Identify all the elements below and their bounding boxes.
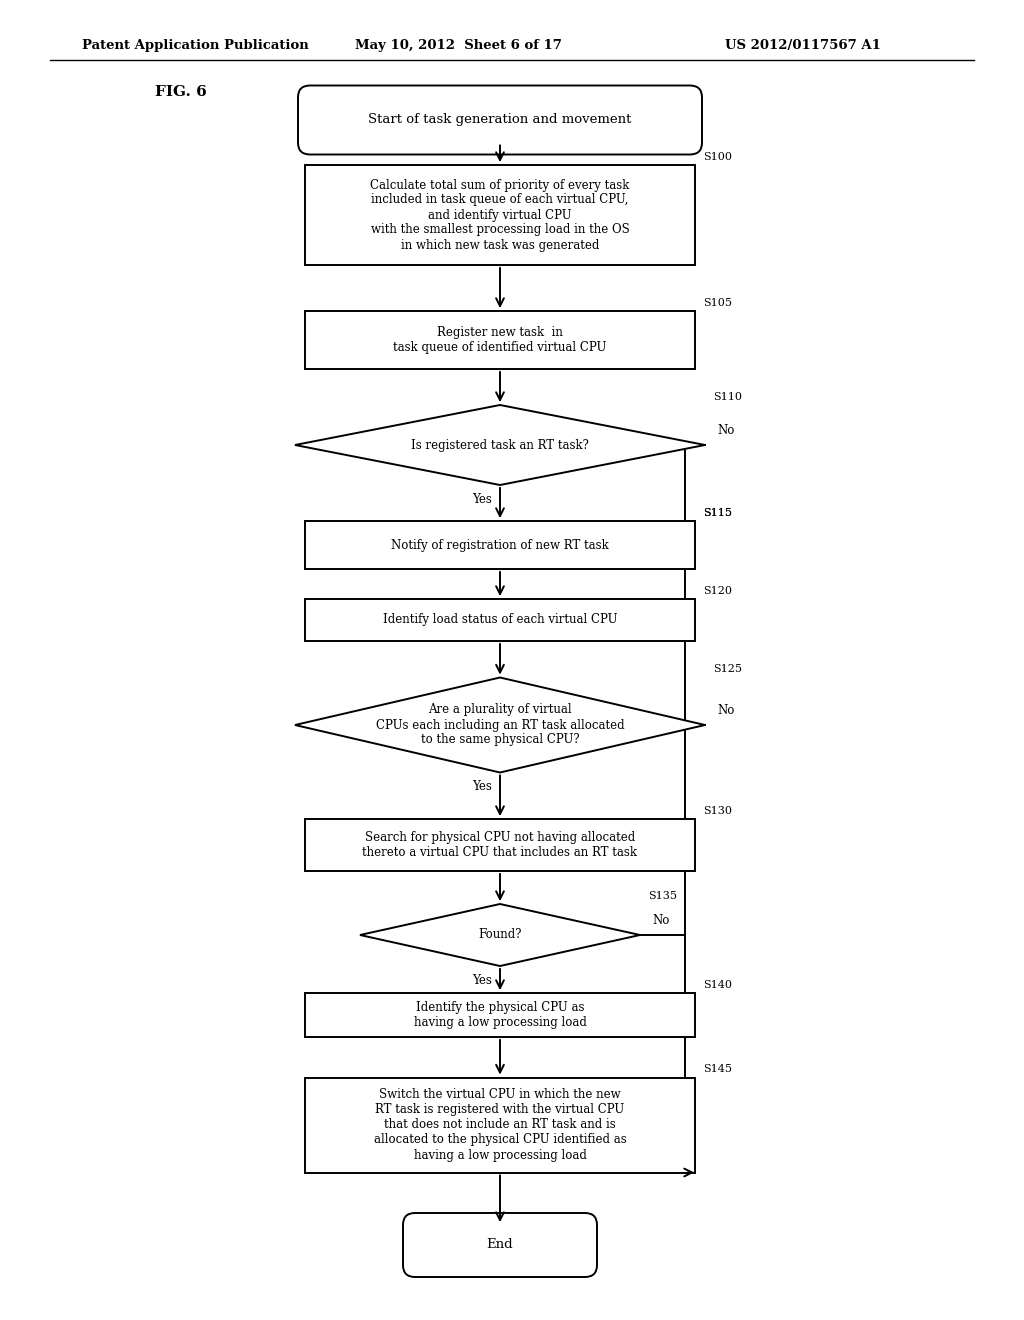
- Bar: [305, 165, 695, 265]
- Text: May 10, 2012  Sheet 6 of 17: May 10, 2012 Sheet 6 of 17: [355, 38, 562, 51]
- Bar: [305, 818, 695, 871]
- Text: Search for physical CPU not having allocated
thereto a virtual CPU that includes: Search for physical CPU not having alloc…: [362, 832, 638, 859]
- Text: Patent Application Publication: Patent Application Publication: [82, 38, 309, 51]
- Text: No: No: [717, 424, 734, 437]
- Text: Yes: Yes: [472, 492, 492, 506]
- Text: Notify of registration of new RT task: Notify of registration of new RT task: [391, 539, 609, 552]
- Polygon shape: [295, 405, 705, 484]
- Text: End: End: [486, 1238, 513, 1251]
- Text: Is registered task an RT task?: Is registered task an RT task?: [411, 438, 589, 451]
- Text: S125: S125: [713, 664, 742, 675]
- Text: Identify load status of each virtual CPU: Identify load status of each virtual CPU: [383, 614, 617, 627]
- Text: S115: S115: [703, 508, 732, 517]
- FancyBboxPatch shape: [403, 1213, 597, 1276]
- Text: Calculate total sum of priority of every task
included in task queue of each vir: Calculate total sum of priority of every…: [371, 178, 630, 252]
- Text: S130: S130: [703, 807, 732, 816]
- Bar: [305, 993, 695, 1038]
- FancyBboxPatch shape: [298, 86, 702, 154]
- Text: Yes: Yes: [472, 780, 492, 793]
- Text: Switch the virtual CPU in which the new
RT task is registered with the virtual C: Switch the virtual CPU in which the new …: [374, 1089, 627, 1162]
- Text: S105: S105: [703, 298, 732, 308]
- Polygon shape: [360, 904, 640, 966]
- Bar: [305, 521, 695, 569]
- Text: S100: S100: [703, 152, 732, 162]
- Text: S145: S145: [703, 1064, 732, 1074]
- Bar: [305, 312, 695, 370]
- Text: No: No: [717, 704, 734, 717]
- Text: Found?: Found?: [478, 928, 522, 941]
- Text: Identify the physical CPU as
having a low processing load: Identify the physical CPU as having a lo…: [414, 1001, 587, 1030]
- Bar: [305, 1077, 695, 1172]
- Text: S140: S140: [703, 979, 732, 990]
- Text: S135: S135: [648, 891, 677, 902]
- Text: FIG. 6: FIG. 6: [155, 84, 207, 99]
- Text: No: No: [652, 913, 670, 927]
- Text: Start of task generation and movement: Start of task generation and movement: [369, 114, 632, 127]
- Text: Yes: Yes: [472, 974, 492, 987]
- Text: S110: S110: [713, 392, 742, 403]
- Text: Are a plurality of virtual
CPUs each including an RT task allocated
to the same : Are a plurality of virtual CPUs each inc…: [376, 704, 625, 747]
- Bar: [305, 599, 695, 642]
- Text: Register new task  in
task queue of identified virtual CPU: Register new task in task queue of ident…: [393, 326, 606, 354]
- Polygon shape: [295, 677, 705, 772]
- Text: S120: S120: [703, 586, 732, 597]
- Text: S115: S115: [703, 508, 732, 517]
- Text: US 2012/0117567 A1: US 2012/0117567 A1: [725, 38, 881, 51]
